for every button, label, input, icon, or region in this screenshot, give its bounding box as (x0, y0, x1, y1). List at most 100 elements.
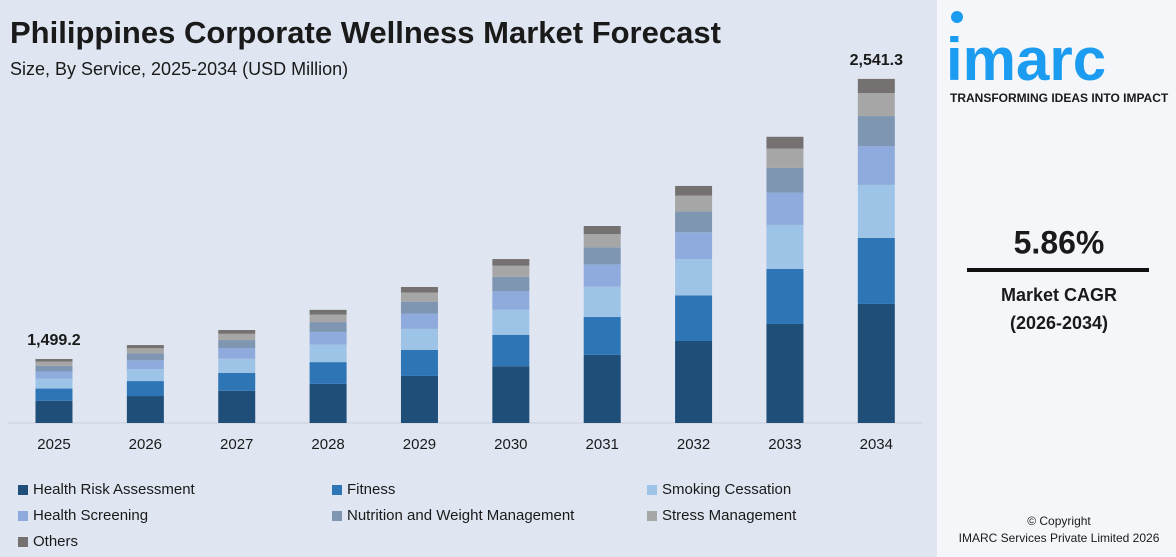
x-tick-label: 2028 (311, 436, 344, 453)
bar-segment (400, 349, 438, 376)
bar-segment (309, 383, 347, 423)
bar-segment (309, 362, 347, 384)
x-tick-label: 2025 (37, 436, 70, 453)
bar-segment (675, 340, 713, 423)
bar-segment (309, 344, 347, 363)
bar-segment (218, 333, 256, 341)
total-label: 2,541.3 (850, 52, 903, 69)
bar-segment (492, 366, 530, 423)
x-tick-label: 2031 (586, 436, 619, 453)
bar-segment (218, 358, 256, 373)
x-tick-label: 2032 (677, 436, 710, 453)
bar-segment (35, 371, 73, 379)
legend-label: Others (33, 533, 78, 550)
bar-segment (35, 365, 73, 372)
x-tick-label: 2034 (860, 436, 893, 453)
x-tick-label: 2026 (129, 436, 162, 453)
bar-segment (675, 211, 713, 233)
legend-label: Stress Management (662, 507, 797, 524)
bar-segment (492, 291, 530, 310)
bar-segment (400, 313, 438, 329)
bar-segment (309, 322, 347, 332)
side-panel (937, 0, 1176, 557)
legend-swatch (647, 485, 657, 495)
bar-segment (218, 348, 256, 359)
logo-dot (951, 11, 963, 23)
cagr-period: (2026-2034) (1010, 313, 1108, 333)
bar-segment (309, 331, 347, 345)
bar-segment (126, 369, 164, 382)
bar-segment (400, 301, 438, 314)
x-tick-label: 2033 (768, 436, 801, 453)
bar-segment (766, 323, 804, 423)
bar-segment (218, 372, 256, 391)
bar-segment (583, 354, 621, 423)
bar-segment (583, 317, 621, 355)
bar-segment (583, 264, 621, 287)
tagline: TRANSFORMING IDEAS INTO IMPACT (950, 91, 1169, 105)
logo: imarc (946, 26, 1106, 93)
bar-segment (218, 330, 256, 334)
bar-segment (583, 247, 621, 265)
bar-segment (492, 276, 530, 292)
chart-title: Philippines Corporate Wellness Market Fo… (10, 15, 721, 50)
bar-segment (400, 328, 438, 350)
x-tick-label: 2030 (494, 436, 527, 453)
bar-segment (766, 148, 804, 168)
bar-segment (492, 265, 530, 277)
legend-swatch (332, 511, 342, 521)
bar-segment (857, 303, 895, 423)
bar-segment (675, 232, 713, 259)
bar-segment (492, 334, 530, 367)
bar-segment (583, 286, 621, 318)
bar-segment (126, 348, 164, 354)
bar-segment (35, 361, 73, 366)
copyright: © Copyright (1027, 514, 1091, 528)
bar-segment (35, 378, 73, 389)
legend-label: Smoking Cessation (662, 481, 791, 498)
legend-swatch (18, 485, 28, 495)
bar-segment (492, 309, 530, 335)
cagr-value: 5.86% (1014, 224, 1105, 260)
legend-label: Health Risk Assessment (33, 481, 196, 498)
bar-segment (857, 184, 895, 238)
bar-segment (583, 225, 621, 235)
legend-label: Fitness (347, 481, 395, 498)
bar-segment (218, 340, 256, 349)
bar-segment (309, 314, 347, 323)
x-tick-label: 2027 (220, 436, 253, 453)
company: IMARC Services Private Limited 2026 (959, 531, 1160, 545)
bar-segment (126, 345, 164, 349)
legend-swatch (18, 537, 28, 547)
bar-segment (766, 269, 804, 324)
bar-segment (857, 237, 895, 304)
bar-segment (309, 309, 347, 315)
legend-swatch (18, 511, 28, 521)
total-label: 1,499.2 (27, 332, 80, 349)
bar-segment (400, 375, 438, 423)
bar-segment (35, 400, 73, 423)
bar-segment (218, 390, 256, 423)
bar-segment (766, 224, 804, 270)
legend-label: Nutrition and Weight Management (347, 507, 575, 524)
legend-label: Health Screening (33, 507, 148, 524)
bar-segment (400, 287, 438, 293)
chart-subtitle: Size, By Service, 2025-2034 (USD Million… (10, 59, 348, 79)
bar-segment (35, 388, 73, 401)
bar-segment (857, 116, 895, 146)
bar-segment (766, 167, 804, 193)
bar-segment (35, 358, 73, 362)
bar-segment (126, 353, 164, 361)
bar-segment (583, 234, 621, 248)
bar-segment (857, 145, 895, 185)
bar-segment (126, 360, 164, 370)
bar-segment (126, 381, 164, 397)
bar-segment (675, 295, 713, 341)
legend-swatch (332, 485, 342, 495)
bar-segment (857, 93, 895, 117)
bar-segment (766, 136, 804, 149)
bar-segment (492, 259, 530, 266)
bar-segment (675, 195, 713, 212)
